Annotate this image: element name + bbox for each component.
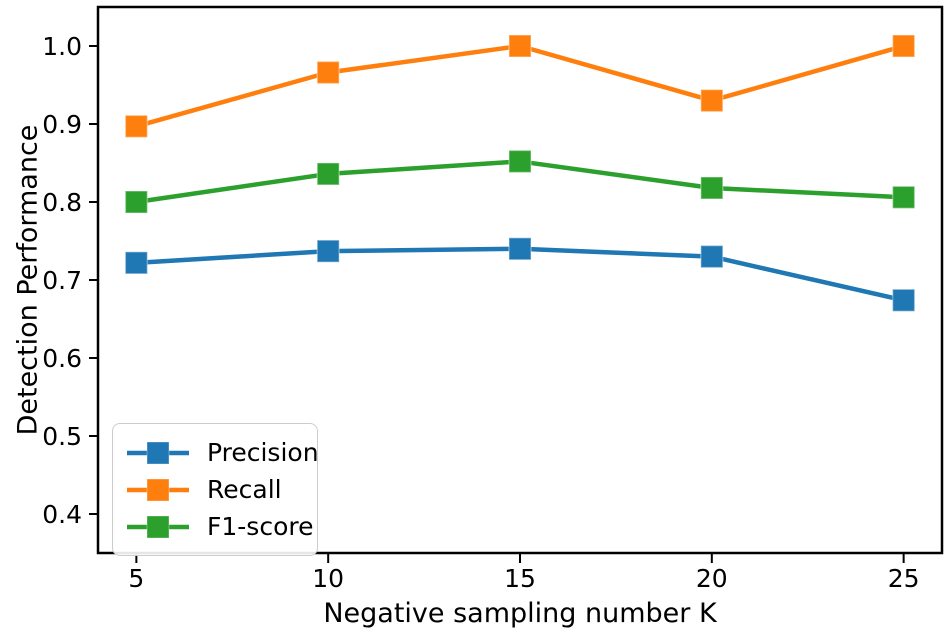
recall-line: [135, 43, 905, 129]
precision-line-marker-icon: [127, 441, 189, 464]
legend-item-f1-score: F1-score: [125, 508, 313, 545]
recall-marker: [124, 114, 149, 139]
legend-item-precision: Precision: [125, 434, 319, 471]
recall-marker: [700, 88, 724, 113]
y-tick-label: 0.5: [42, 422, 82, 451]
y-tick-label: 0.9: [42, 110, 82, 139]
axes-frame: [96, 5, 944, 555]
f1-score-marker: [316, 162, 340, 186]
legend: Precision Recall F1-score: [112, 423, 319, 556]
x-tick-label: 25: [888, 564, 920, 593]
y-tick-label: 0.4: [42, 500, 82, 529]
x-axis-label: Negative sampling number K: [323, 598, 717, 629]
f1-score-marker: [508, 149, 532, 174]
legend-label-f1-score: F1-score: [207, 512, 314, 541]
recall-marker: [508, 34, 532, 58]
x-tick-label: 15: [504, 564, 536, 593]
legend-item-recall: Recall: [125, 471, 305, 508]
precision-marker: [508, 237, 532, 261]
precision-marker: [316, 239, 340, 263]
y-tick-label: 0.8: [42, 188, 82, 217]
x-tick-label: 5: [128, 564, 144, 593]
x-tick-label: 10: [312, 564, 344, 593]
recall-marker: [891, 34, 916, 58]
y-axis-label: Detection Performance: [12, 124, 44, 436]
legend-label-precision: Precision: [207, 438, 319, 467]
y-tick-label: 0.6: [42, 344, 82, 373]
f1-score-marker: [124, 190, 149, 214]
precision-marker: [891, 288, 916, 313]
precision-marker: [124, 251, 149, 275]
recall-line-marker-icon: [127, 478, 189, 501]
y-tick-label: 0.7: [42, 266, 82, 295]
legend-label-recall: Recall: [207, 475, 282, 504]
f1-score-marker: [700, 176, 724, 200]
f1-score-line-marker-icon: [127, 515, 189, 538]
precision-marker: [700, 244, 724, 269]
x-tick-label: 20: [696, 564, 728, 593]
y-tick-label: 1.0: [42, 32, 82, 61]
recall-marker: [316, 60, 340, 85]
f1-score-marker: [891, 185, 916, 210]
